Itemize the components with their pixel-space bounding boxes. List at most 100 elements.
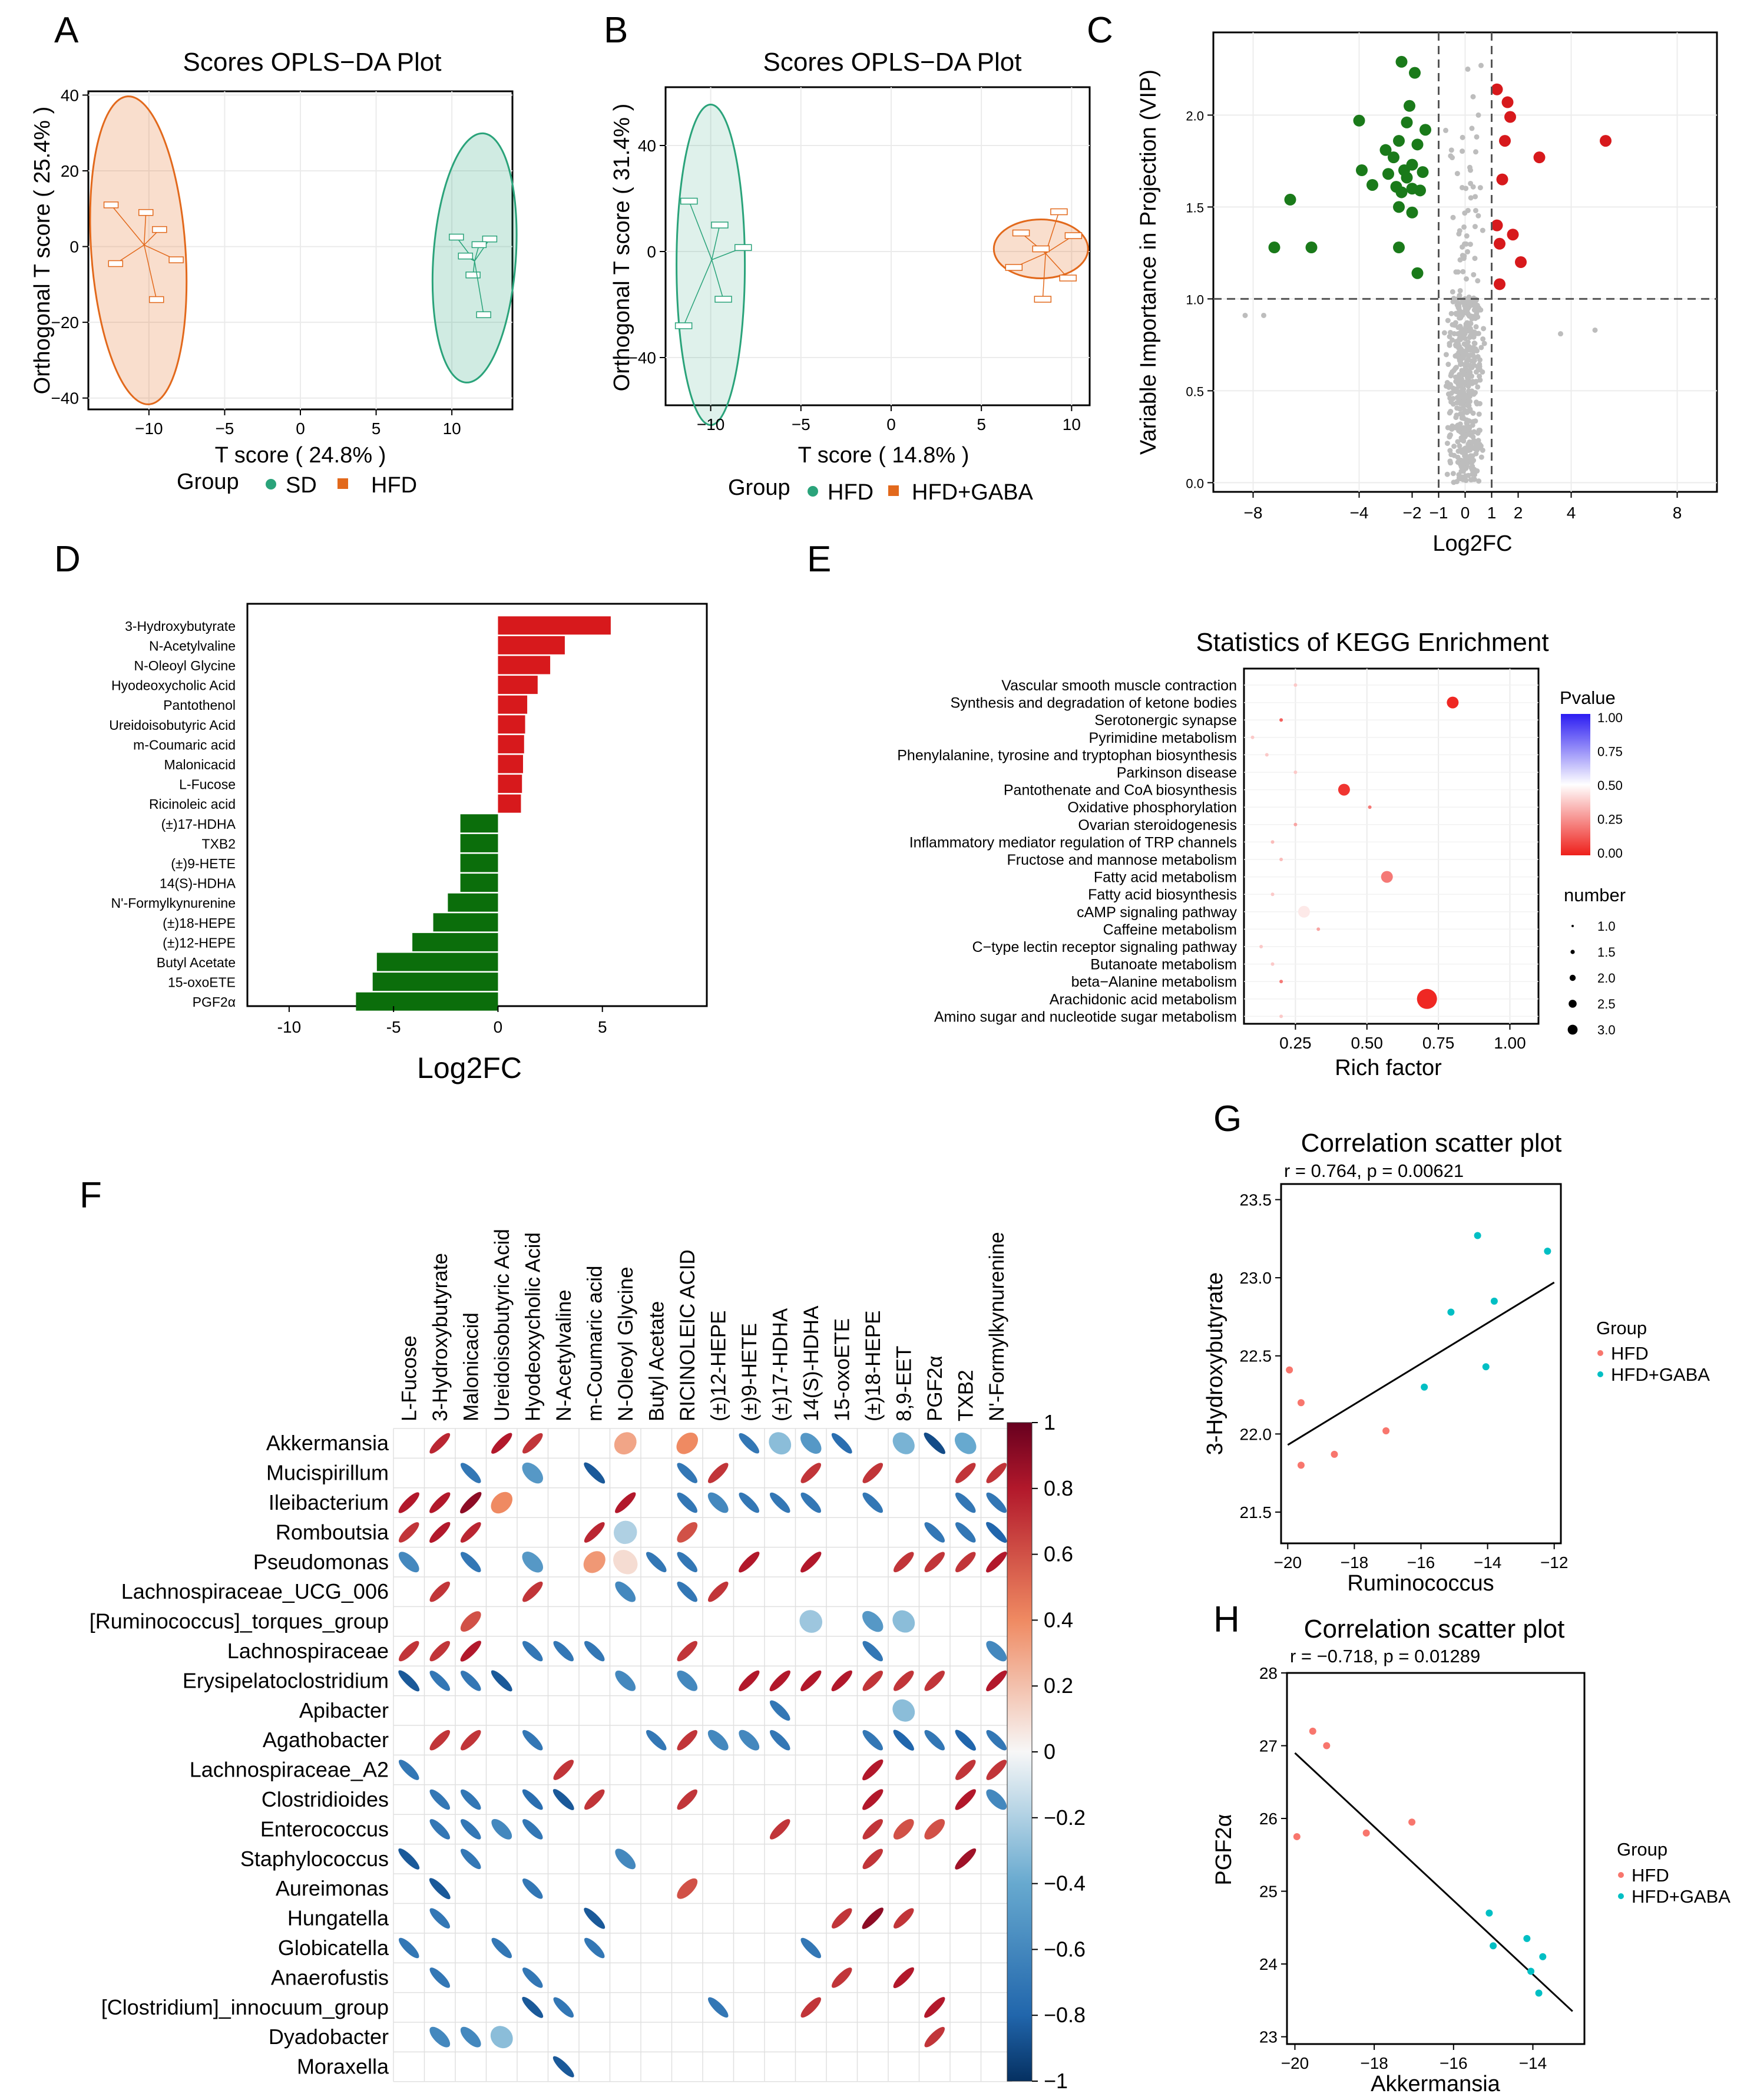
panel-b-y-tick-label: 0 xyxy=(647,243,656,261)
panel-e-x-tick-label: 1.00 xyxy=(1494,1034,1526,1052)
panel-c-point-ns xyxy=(1447,411,1452,416)
panel-f-cell xyxy=(795,1605,827,1638)
panel-c-point-down xyxy=(1407,207,1418,219)
panel-a-y-tick-label: 40 xyxy=(61,86,79,104)
panel-c-point-ns xyxy=(1454,343,1459,349)
panel-e-point xyxy=(1338,784,1350,796)
panel-f-cell xyxy=(706,1460,731,1486)
panel-f-cell xyxy=(458,1668,484,1694)
panel-f-cell xyxy=(922,2024,947,2049)
panel-c-point-ns xyxy=(1464,361,1470,366)
panel-f-cell xyxy=(396,1490,422,1516)
panel-h-x-tick-label: −18 xyxy=(1360,2054,1388,2072)
panel-a-x-tick-label: 5 xyxy=(372,419,381,438)
panel-d-bar-chart: 3-HydroxybutyrateN-AcetylvalineN-Oleoyl … xyxy=(109,604,707,1084)
panel-c-point-ns xyxy=(1558,331,1563,336)
panel-a-y-tick-label: −40 xyxy=(51,389,80,408)
panel-b-scores-plot: Scores OPLS−DA Plot −10 −5 0 5 10 40 0 −40 T s… xyxy=(610,48,1090,505)
panel-e-pathway-label: Pyrimidine metabolism xyxy=(1089,730,1237,746)
panel-d-bar xyxy=(498,636,564,654)
panel-c-volcano-plot: −8 −4 −2 −1 0 1 2 4 8 0.00.51.01.52.0 Log2FC Var… xyxy=(1136,32,1717,556)
panel-g-y-tick-label: 22.0 xyxy=(1240,1425,1272,1443)
panel-h-point-hfd-gaba xyxy=(1485,1910,1493,1917)
panel-a-legend-title: Group xyxy=(177,469,239,494)
panel-e-x-tick-label: 0.75 xyxy=(1422,1034,1455,1052)
panel-f-cell xyxy=(609,1516,642,1549)
panel-c-point-ns xyxy=(1460,244,1465,250)
panel-e-point xyxy=(1271,840,1275,844)
panel-a-title: Scores OPLS−DA Plot xyxy=(183,48,442,77)
panel-c-x-label: Log2FC xyxy=(1432,531,1512,556)
panel-f-cell xyxy=(427,1727,452,1752)
panel-f-cell xyxy=(922,1668,947,1694)
panel-f-cell xyxy=(608,1545,643,1579)
panel-f-cell xyxy=(427,1638,452,1664)
panel-f-cell xyxy=(860,1727,885,1752)
panel-f-cell xyxy=(582,1935,607,1960)
panel-c-point-ns xyxy=(1449,311,1454,316)
panel-d-bar xyxy=(498,755,523,773)
panel-f-cell xyxy=(984,1490,1009,1515)
panel-h-y-tick-label: 23 xyxy=(1259,2028,1278,2046)
panel-f-cell xyxy=(829,1431,855,1456)
panel-c-point-up xyxy=(1504,111,1516,123)
panel-f-row-header: Mucispirillum xyxy=(266,1461,389,1485)
panel-c-y-tick-label: 1.0 xyxy=(1186,292,1204,307)
panel-c-y-tick-label: 0.5 xyxy=(1186,384,1204,399)
panel-f-grid xyxy=(393,1428,1012,2082)
panel-e-point xyxy=(1417,989,1437,1009)
panel-g-legend-hfd-key xyxy=(1597,1350,1603,1356)
panel-c-point-ns xyxy=(1455,171,1460,176)
panel-c-point-ns xyxy=(1458,411,1463,416)
panel-e-pathway-label: Caffeine metabolism xyxy=(1103,921,1237,938)
panel-f-color-scale-ticks: 10.80.60.40.20−0.2−0.4−0.6−0.8−1 xyxy=(1032,1410,1086,2093)
panel-f-cell xyxy=(798,1935,823,1960)
panel-g-y-tick-label: 23.0 xyxy=(1240,1269,1272,1287)
panel-d-x-tick-label: -5 xyxy=(386,1018,401,1036)
panel-g-point-hfd-gaba xyxy=(1544,1248,1551,1255)
panel-f-cell xyxy=(551,1787,577,1813)
panel-f-cell xyxy=(427,1817,452,1842)
panel-f-cell xyxy=(983,1786,1010,1813)
panel-e-number-key xyxy=(1568,1025,1578,1035)
panel-c-point-ns xyxy=(1457,311,1462,316)
panel-f-cell xyxy=(860,1460,885,1486)
panel-c-point-ns xyxy=(1450,215,1455,220)
panel-f-scale-tick-label: 0.4 xyxy=(1044,1608,1073,1632)
panel-g-point-hfd xyxy=(1286,1367,1293,1374)
panel-a-point-sd xyxy=(472,242,486,247)
panel-f-cell xyxy=(520,1965,545,1990)
panel-f-cell xyxy=(922,1995,948,2020)
panel-c-point-down xyxy=(1285,194,1296,206)
panel-f-cell xyxy=(984,1757,1009,1782)
panel-h-legend-title: Group xyxy=(1617,1839,1667,1860)
panel-f-cell xyxy=(704,1727,732,1754)
panel-f-scale-tick-label: 0 xyxy=(1044,1739,1055,1764)
panel-c-point-ns xyxy=(1449,391,1454,396)
panel-f-row-header: Erysipelatoclostridium xyxy=(183,1668,389,1692)
panel-f-cell xyxy=(426,2023,454,2051)
panel-f-cell xyxy=(582,1787,607,1812)
panel-c-point-down xyxy=(1354,115,1365,127)
panel-c-point-down xyxy=(1396,56,1408,68)
panel-f-cell xyxy=(581,1460,607,1486)
panel-c-point-ns xyxy=(1452,353,1458,359)
panel-c-point-ns xyxy=(1460,148,1465,154)
panel-f-cell xyxy=(798,1549,824,1575)
panel-f-column-header: 15-oxoETE xyxy=(830,1318,853,1421)
panel-b-x-tick-label: −5 xyxy=(792,415,810,434)
panel-h-y-ticks: 232425262728 xyxy=(1259,1664,1287,2046)
panel-d-bar xyxy=(498,656,550,674)
panel-d-bar xyxy=(498,795,521,813)
panel-g-x-tick-label: −12 xyxy=(1540,1553,1569,1572)
panel-c-x-tick-label: −2 xyxy=(1403,504,1422,522)
panel-b-point-hfd-gaba xyxy=(1060,275,1076,281)
panel-c-point-ns xyxy=(1462,409,1468,415)
panel-f-column-header: (±)12-HEPE xyxy=(707,1311,730,1421)
panel-f-cell xyxy=(427,1876,453,1901)
panel-f-row-header: Akkermansia xyxy=(266,1431,389,1455)
panel-c-x-tick-label: 2 xyxy=(1514,504,1523,522)
panel-c-point-up xyxy=(1600,135,1612,147)
panel-f-row-headers: AkkermansiaMucispirillumIleibacteriumRom… xyxy=(90,1431,389,2078)
panel-c-point-ns xyxy=(1451,471,1456,476)
